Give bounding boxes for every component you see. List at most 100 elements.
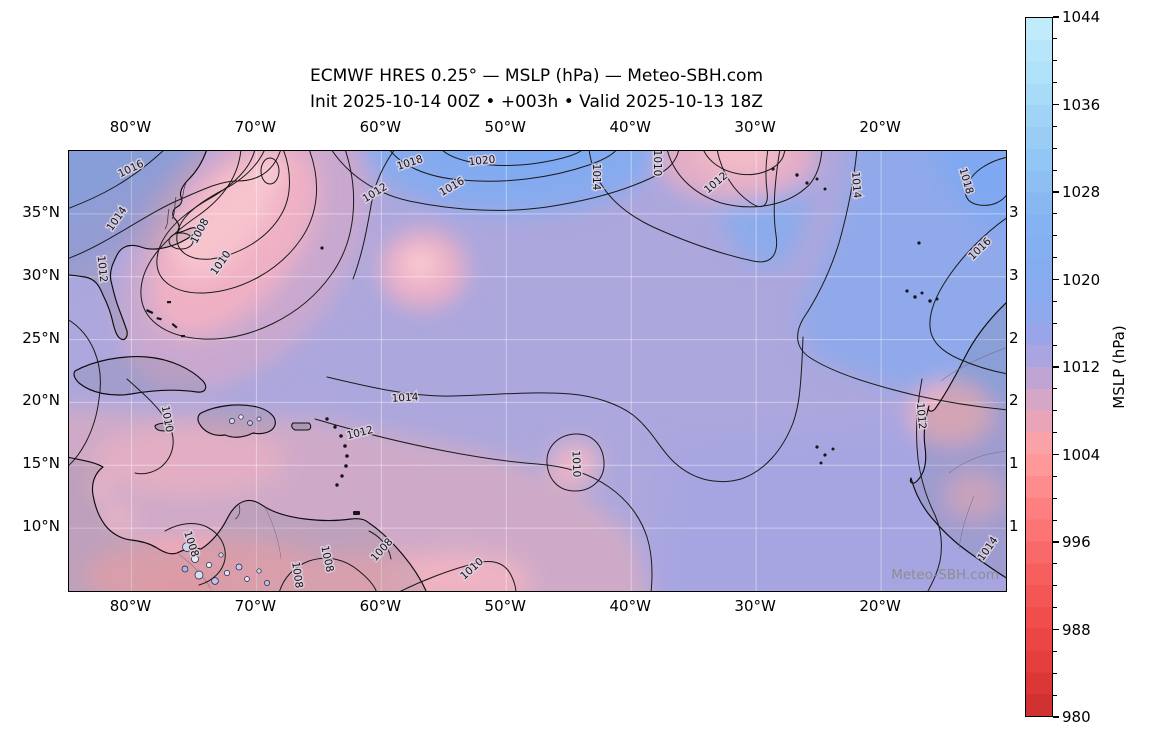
isobar-1018-ne	[965, 156, 1006, 206]
page-subtitle: Init 2025-10-14 00Z • +003h • Valid 2025…	[309, 92, 764, 112]
lat-tick-label: 25°N	[22, 328, 60, 347]
coast-cuba	[73, 356, 207, 396]
colorbar-tick-label: 1028	[1062, 183, 1101, 201]
andes-terrain-noise	[181, 414, 270, 586]
colorbar-minor-tick	[1053, 169, 1057, 171]
isobar-1010-cuba	[126, 378, 174, 475]
coast-central-south-america	[69, 456, 427, 591]
colorbar-tick-label: 1044	[1062, 8, 1101, 26]
colorbar-minor-tick	[1053, 563, 1057, 565]
colorbar-tick-label: 1004	[1062, 445, 1101, 464]
isobar-1016-high	[331, 151, 680, 211]
colorbar-minor-tick	[1053, 475, 1057, 477]
colorbar-minor-tick	[1053, 650, 1057, 652]
colorbar-minor-tick	[1053, 82, 1057, 84]
isobar-1008-carib-a	[164, 523, 226, 586]
isobar-label: 1012	[95, 255, 110, 283]
isobar-1012-low1-east	[352, 151, 395, 280]
colorbar-minor-tick	[1053, 125, 1057, 127]
isobar-1012-mid	[314, 418, 653, 591]
isobar-1016-nw	[69, 151, 164, 209]
colorbar-major-tick	[1053, 716, 1059, 718]
coast-africa	[909, 302, 1006, 579]
colorbar-axis-label: MSLP (hPa)	[1110, 325, 1128, 409]
isobar-1014-long	[797, 151, 1006, 411]
lat-tick-label: 35°N	[22, 202, 60, 221]
isobar-label: 1010	[651, 151, 663, 176]
lat-tick-label-right-clipped: 2	[1009, 328, 1019, 347]
isobar-1020-high	[442, 151, 582, 167]
lon-tick-label: 20°W	[859, 597, 901, 615]
isobar-1012-low1	[140, 151, 355, 340]
coast-chesapeake-detail	[164, 182, 187, 230]
isobar-1014-mid	[326, 336, 804, 483]
isobar-1006-core-a	[260, 157, 280, 185]
isobar-1012-africa	[916, 378, 942, 591]
colorbar-major-tick	[1053, 366, 1059, 368]
isobar-1006-core-b	[168, 232, 194, 250]
colorbar-minor-tick	[1053, 519, 1057, 521]
colorbar-minor-tick	[1053, 235, 1057, 237]
coast-hispaniola	[197, 404, 276, 438]
africa-admin-borders	[940, 347, 1006, 550]
south-america-admin-borders	[176, 506, 282, 590]
isobar-1014-tongue	[588, 151, 781, 263]
colorbar-minor-tick	[1053, 432, 1057, 434]
isobar-1012-ne-low	[667, 151, 823, 208]
colorbar-major-tick	[1053, 278, 1059, 281]
lon-tick-label: 70°W	[234, 118, 277, 136]
colorbar-minor-tick	[1053, 344, 1057, 346]
colorbar-minor-tick	[1053, 672, 1057, 674]
lon-tick-label: 50°W	[484, 118, 526, 136]
colorbar-minor-tick	[1053, 300, 1057, 302]
isobar-label: 1010	[570, 450, 583, 477]
lon-tick-label: 40°W	[609, 597, 651, 615]
colorbar-minor-tick	[1053, 388, 1057, 390]
isobar-label: 1008	[289, 561, 305, 589]
colorbar-tick-label: 1012	[1062, 358, 1101, 376]
colorbar-tick-label: 988	[1062, 620, 1091, 639]
map-plot-area: 1016 1014 1012 1008 1010 1012 1016 1018 1020 1014…	[68, 150, 1007, 592]
lon-tick-label: 80°W	[109, 118, 152, 136]
isobars	[69, 151, 1006, 591]
pressure-field	[69, 151, 1006, 591]
coast-maracaibo-detail	[234, 504, 241, 520]
isobar-1008-low1	[176, 151, 290, 260]
isobar-1010-low1	[156, 151, 318, 294]
colorbar	[1025, 17, 1053, 717]
colorbar-minor-tick	[1053, 60, 1057, 62]
colorbar-minor-tick	[1053, 694, 1057, 696]
colorbar-major-tick	[1053, 628, 1059, 631]
lat-tick-label: 20°N	[22, 391, 60, 410]
page-title: ECMWF HRES 0.25° — MSLP (hPa) — Meteo-SB…	[309, 66, 764, 86]
lon-tick-label: 30°W	[734, 597, 776, 615]
colorbar-minor-tick	[1053, 38, 1057, 40]
colorbar-major-tick	[1053, 103, 1059, 106]
lat-tick-label: 15°N	[22, 454, 60, 473]
isobar-1008-carib-b	[279, 557, 377, 591]
graticule	[69, 151, 1006, 591]
colorbar-major-tick	[1053, 453, 1059, 456]
coast-north-america	[69, 151, 207, 341]
isobar-label: 1020	[468, 154, 496, 169]
colorbar-major-tick	[1053, 16, 1059, 18]
colorbar-minor-tick	[1053, 607, 1057, 609]
colorbar-tick-label: 1036	[1062, 95, 1101, 114]
isobar-1010-tropical	[546, 433, 605, 492]
colorbar-tick-label: 980	[1062, 708, 1091, 726]
colorbar-minor-tick	[1053, 213, 1057, 215]
lon-tick-label: 60°W	[359, 118, 402, 136]
isobar-1016-ne	[929, 217, 1006, 375]
isobar-1008-carib-c	[368, 530, 392, 560]
isobar-1010-south	[399, 561, 517, 591]
lon-tick-label: 30°W	[734, 118, 776, 136]
colorbar-major-tick	[1053, 191, 1059, 193]
coastlines	[69, 151, 1006, 591]
lon-tick-label: 60°W	[359, 597, 402, 615]
lat-tick-label: 10°N	[22, 517, 60, 536]
colorbar-minor-tick	[1053, 585, 1057, 587]
isobar-1014-nw	[69, 151, 281, 259]
colorbar-minor-tick	[1053, 147, 1057, 149]
